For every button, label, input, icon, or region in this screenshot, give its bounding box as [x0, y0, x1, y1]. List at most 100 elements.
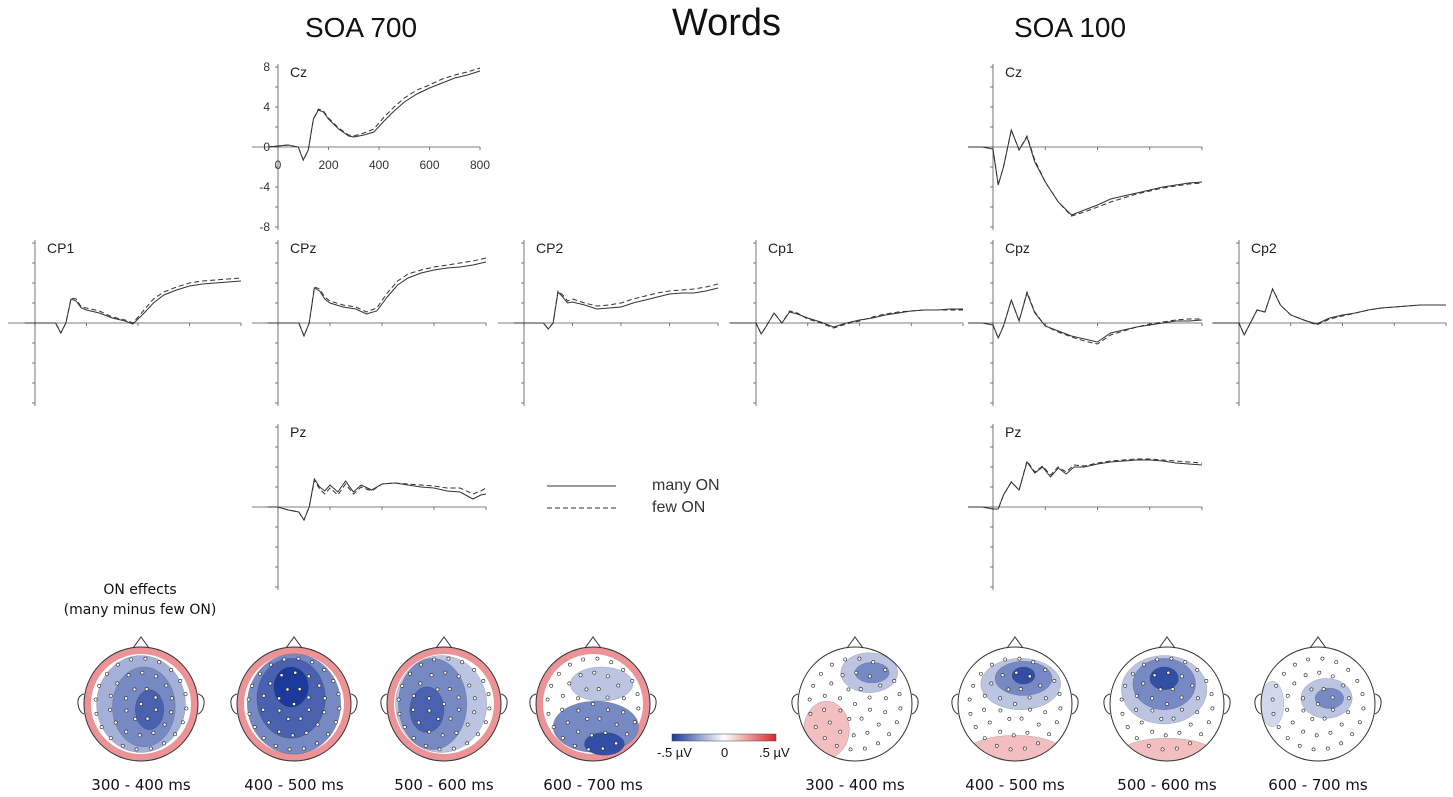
electrode	[1361, 706, 1366, 711]
topomap-contour	[1149, 666, 1179, 690]
electrode	[115, 681, 120, 686]
topomap-fill	[1110, 647, 1224, 761]
electrode	[609, 660, 614, 665]
electrode	[1285, 736, 1290, 741]
head-outline	[1109, 646, 1225, 762]
electrode	[442, 702, 446, 706]
electrode	[437, 747, 442, 752]
left-ear	[1103, 693, 1111, 715]
erp-panel-cp2-8: Cp2	[1212, 240, 1447, 406]
electrode	[1036, 741, 1040, 746]
electrode	[636, 706, 641, 711]
left-ear	[1254, 693, 1262, 715]
electrode	[153, 674, 158, 679]
electrode	[898, 706, 903, 711]
topomap-time-label: 300 - 400 ms	[91, 776, 191, 794]
electrode	[1330, 674, 1335, 679]
electrode	[266, 720, 271, 725]
electrode	[1301, 708, 1306, 713]
electrode	[432, 657, 437, 662]
panel-label: Cp2	[1251, 240, 1277, 256]
topo-title-line1: ON effects	[103, 582, 177, 598]
electrode	[467, 683, 472, 688]
electrode	[808, 711, 813, 716]
topomap-time-label: 500 - 600 ms	[394, 776, 494, 794]
electrode	[1119, 697, 1124, 702]
electrode	[282, 657, 287, 662]
electrode	[247, 711, 252, 716]
topomap-fill	[237, 647, 351, 761]
electrode	[180, 720, 185, 725]
electrode	[169, 710, 174, 715]
topomap-1: 400 - 500 ms	[230, 636, 358, 794]
electrode	[472, 667, 477, 672]
electrode	[162, 722, 167, 727]
topomap-contour	[1261, 680, 1285, 728]
erp-line-few-on	[514, 283, 719, 330]
electrode	[411, 736, 416, 741]
electrode	[556, 671, 561, 676]
electrode	[968, 711, 973, 716]
electrode	[989, 681, 994, 686]
electrode	[1036, 722, 1041, 727]
topomap-time-label: 600 - 700 ms	[1268, 776, 1368, 794]
electrode	[1146, 743, 1151, 748]
electrode	[592, 670, 597, 675]
electrode	[982, 707, 987, 712]
electrode	[1139, 720, 1144, 725]
electrode	[326, 732, 331, 737]
electrode	[1190, 683, 1195, 688]
electrode	[838, 729, 843, 734]
electrode	[597, 716, 602, 721]
electrode	[1179, 674, 1184, 679]
electrode	[1339, 741, 1343, 746]
electrode	[1317, 670, 1322, 675]
electrode	[1330, 695, 1335, 700]
electrode	[301, 746, 306, 751]
figure-title: Words	[671, 2, 782, 44]
left-ear	[791, 693, 799, 715]
electrode	[443, 670, 448, 675]
topomap-rim	[387, 647, 501, 761]
electrode	[998, 729, 1003, 734]
electrode	[108, 693, 113, 698]
electrode	[306, 695, 311, 700]
electrode	[261, 707, 266, 712]
electrode	[1281, 671, 1286, 676]
erp-panel-cpz-7: Cpz	[968, 240, 1203, 406]
right-ear	[1223, 693, 1231, 715]
electrode	[581, 657, 586, 662]
erp-panel-cp1-6: Cp1	[729, 240, 964, 406]
electrode	[1025, 730, 1030, 735]
electrode	[971, 683, 976, 688]
topomap-contour	[273, 666, 309, 708]
electrode	[1297, 743, 1302, 748]
electrode	[1038, 683, 1043, 688]
electrode	[1290, 720, 1295, 725]
electrode	[1120, 711, 1125, 716]
electrode	[1314, 733, 1319, 738]
electrode	[847, 717, 852, 721]
electrode	[143, 656, 148, 661]
electrode	[1007, 717, 1012, 721]
electrode	[1210, 706, 1215, 711]
right-ear	[649, 693, 657, 715]
left-ear	[230, 693, 238, 715]
topomap-fill	[536, 647, 650, 761]
erp-line-few-on	[267, 478, 487, 522]
electrode	[250, 683, 255, 688]
electrode	[549, 683, 554, 688]
colorbar-min-label: -.5 µV	[657, 745, 692, 760]
panel-label: Pz	[1005, 424, 1021, 440]
head-outline	[83, 646, 199, 762]
head-outline	[386, 646, 502, 762]
electrode	[1013, 702, 1017, 706]
head-outline	[1260, 646, 1376, 762]
electrode	[897, 692, 902, 697]
erp-line-many-on	[968, 128, 1203, 216]
nose	[846, 636, 864, 649]
electrode	[322, 667, 327, 672]
electrode	[1310, 717, 1315, 721]
electrode	[630, 679, 635, 683]
